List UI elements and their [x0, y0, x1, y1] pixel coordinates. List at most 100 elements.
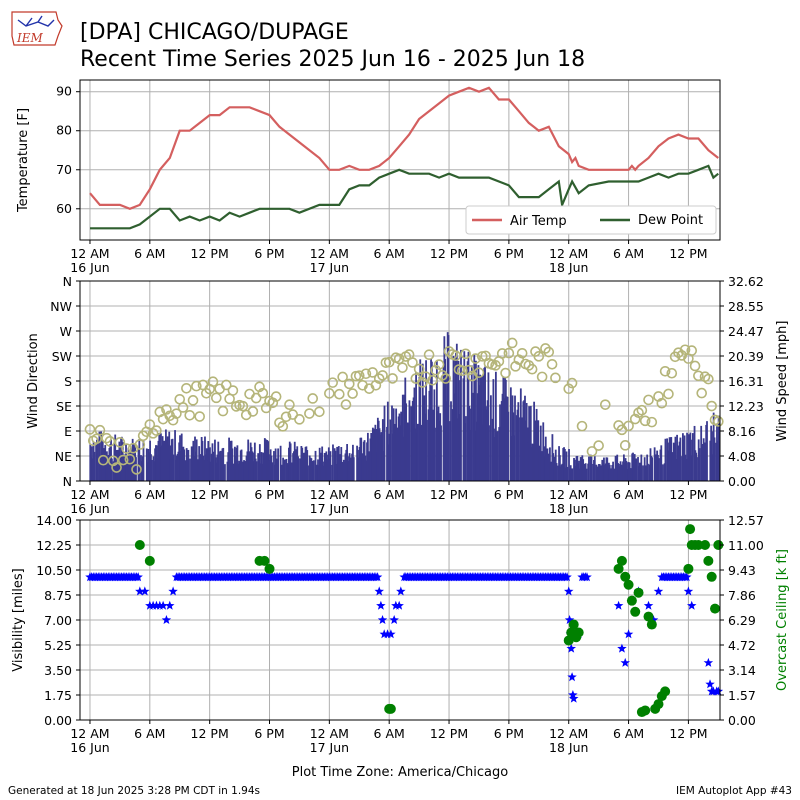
wind-direction-marker [516, 347, 528, 359]
wind-speed-bar [150, 459, 153, 481]
legend-air-temp: Air Temp [510, 214, 567, 229]
wind-speed-bar [433, 389, 436, 481]
wind-direction-marker [676, 350, 688, 361]
x-tick-label: 6 AM [613, 487, 644, 502]
wind-speed-bar [590, 455, 593, 481]
ceiling-marker [134, 539, 145, 550]
wind-speed-bar [277, 448, 280, 481]
wind-direction-marker [217, 405, 229, 417]
wind-speed-bar [700, 425, 703, 481]
wind-direction-marker [377, 370, 388, 381]
wind-speed-bar [400, 411, 403, 481]
wind-speed-ticks: 0.00 4.08 8.16 12.23 16.31 20.39 24.47 28.55 32.… [720, 274, 764, 489]
wind-speed-bar [528, 406, 531, 481]
ceiling-marker [703, 555, 714, 566]
wind-direction-marker [440, 373, 452, 384]
wind-speed-bar [492, 379, 495, 481]
speed-tick-label: 12.23 [728, 399, 764, 414]
wind-direction-marker [689, 360, 701, 372]
ceiling-marker [646, 619, 657, 630]
x-date-label: 16 Jun [70, 260, 109, 275]
ceiling-axis-label: Overcast Ceiling [k ft] [775, 549, 790, 691]
ceiling-tick-label: 0.00 [728, 713, 756, 728]
ceiling-marker [643, 611, 654, 622]
wind-direction-marker [340, 399, 352, 410]
wind-speed-bar [180, 433, 183, 481]
wind-direction-marker [393, 353, 405, 365]
visibility-tick-label: 14.00 [36, 513, 72, 528]
wind-speed-bar [312, 460, 315, 481]
wind-direction-marker [191, 380, 202, 392]
wind-speed-bar [679, 437, 682, 481]
temperature-tick-label: 60 [56, 201, 72, 216]
x-tick-label: 6 PM [254, 487, 284, 502]
wind-speed-bar [236, 445, 239, 481]
ceiling-tick-label: 3.14 [728, 663, 756, 678]
visibility-marker [374, 586, 384, 596]
ceiling-marker [653, 699, 664, 710]
x-tick-label: 12 PM [669, 726, 707, 741]
iem-logo: IEM [11, 11, 63, 46]
x-tick-label: 12 PM [191, 487, 229, 502]
wind-direction-marker [506, 337, 518, 349]
wind-direction-marker [643, 394, 654, 406]
legend-dew-point: Dew Point [638, 213, 703, 228]
temperature-tick-label: 80 [56, 123, 72, 138]
wind-speed-bar [507, 411, 510, 481]
visibility-marker [567, 672, 577, 682]
x-tick-label: 12 PM [669, 487, 707, 502]
wind-panel: N NE E SE S SW W NW N 0.00 4.08 8.16 12.23 16.31 20.3… [26, 274, 790, 516]
wind-speed-bar [228, 437, 230, 481]
x-tick-label: 12 PM [430, 487, 468, 502]
visibility-marker [703, 657, 714, 667]
wind-direction-marker [257, 387, 269, 399]
wind-speed-bar [479, 374, 481, 481]
wind-direction-marker [500, 367, 511, 379]
visibility-tick-label: 0.00 [44, 713, 72, 728]
ceiling-tick-label: 4.72 [728, 638, 756, 653]
ceiling-marker [700, 539, 711, 550]
wind-direction-marker [540, 343, 551, 354]
wind-direction-marker [373, 373, 385, 384]
wind-direction-marker [121, 443, 132, 454]
ceiling-marker [706, 571, 717, 582]
x-tick-label: 6 PM [494, 726, 524, 741]
visibility-marker [396, 586, 406, 596]
x-date-label: 18 Jun [549, 501, 588, 516]
visibility-marker [161, 615, 172, 624]
wind-speed-bar [297, 458, 300, 481]
x-tick-label: 12 PM [430, 246, 468, 261]
wind-direction-marker [693, 370, 704, 382]
iowa-state-shape-icon [11, 11, 63, 46]
visibility-axis-label: Visibility [miles] [11, 568, 26, 671]
wind-direction-marker [131, 464, 142, 475]
wind-direction-marker [117, 454, 129, 466]
wind-direction-marker [550, 372, 561, 384]
x-tick-label: 6 AM [613, 246, 644, 261]
wind-speed-bar [487, 372, 490, 481]
x-tick-label: 6 PM [494, 246, 524, 261]
wind-direction-marker [423, 349, 435, 360]
wind-direction-marker [536, 371, 548, 383]
ceiling-marker [613, 563, 624, 574]
wind-direction-marker [437, 370, 448, 381]
wind-direction-marker [237, 400, 249, 412]
ceiling-marker [144, 555, 155, 566]
x-date-label: 18 Jun [549, 740, 588, 755]
wind-direction-marker [673, 347, 684, 358]
wind-speed-bar [717, 415, 720, 481]
ceiling-tick-label: 9.43 [728, 563, 756, 578]
wind-direction-marker [294, 414, 305, 425]
ceiling-tick-label: 1.57 [728, 688, 756, 703]
visibility-markers [85, 572, 724, 703]
network-lines-icon [17, 15, 55, 27]
x-tick-label: 12 AM [310, 726, 349, 741]
x-tick-label: 6 AM [374, 246, 405, 261]
speed-tick-label: 8.16 [728, 424, 756, 439]
wind-direction-marker [397, 362, 408, 373]
wind-direction-marker [460, 348, 471, 360]
wind-speed-bar [131, 438, 134, 481]
wind-direction-marker [161, 404, 172, 415]
visibility-panel: 0.001.753.505.257.008.7510.5012.2514.00 … [11, 513, 790, 755]
wind-direction-marker [94, 424, 106, 436]
